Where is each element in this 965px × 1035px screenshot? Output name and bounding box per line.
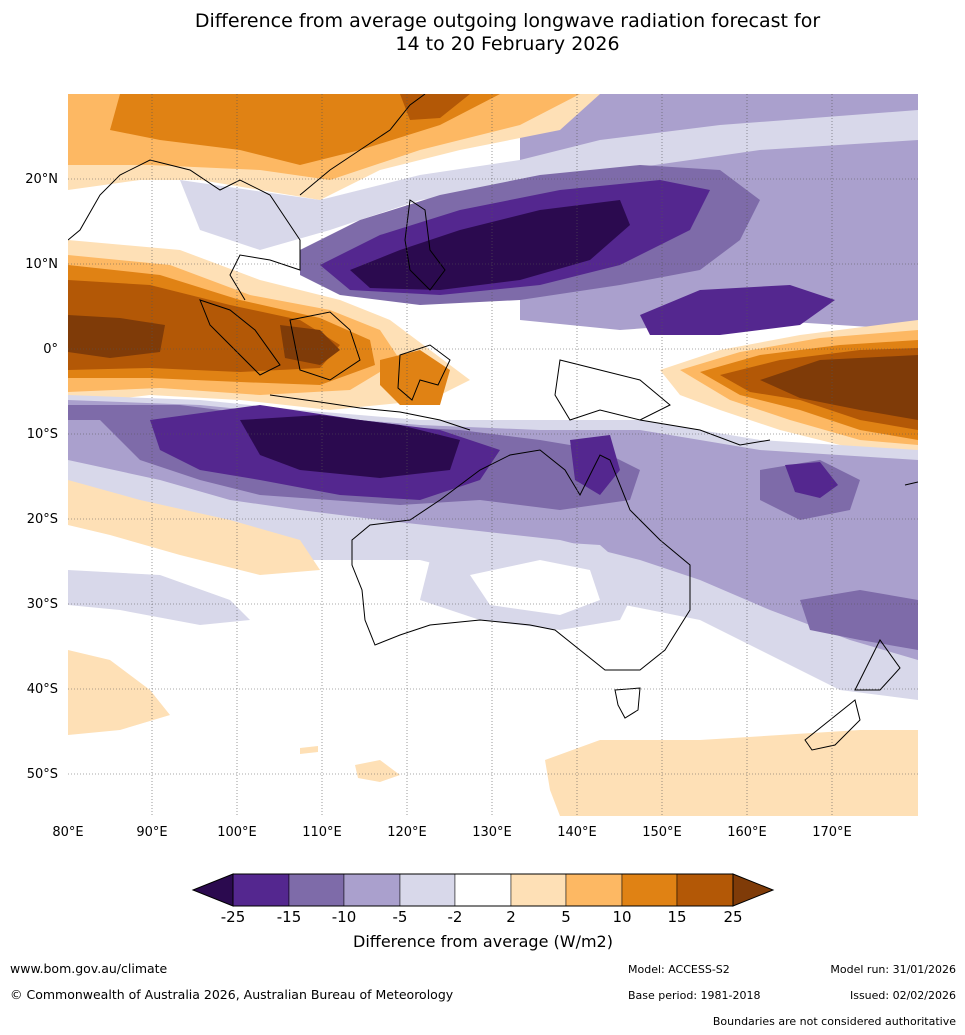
colorbar-bin bbox=[343, 873, 401, 907]
copyright-text: © Commonwealth of Australia 2026, Austra… bbox=[10, 987, 454, 1002]
model-run-date: Model run: 31/01/2026 bbox=[830, 963, 956, 976]
lat-label: 50°S bbox=[27, 767, 58, 782]
colorbar-bin bbox=[454, 873, 512, 907]
colorbar-min-extend bbox=[191, 873, 234, 907]
website-link[interactable]: www.bom.gov.au/climate bbox=[10, 961, 168, 976]
coastlines bbox=[68, 94, 918, 751]
colorbar-tick: -15 bbox=[277, 908, 302, 926]
colorbar-label: Difference from average (W/m2) bbox=[353, 932, 613, 951]
lon-label: 150°E bbox=[642, 825, 682, 840]
colorbar-bin bbox=[565, 873, 623, 907]
map-title: Difference from average outgoing longwav… bbox=[0, 10, 965, 56]
colorbar-tick: 5 bbox=[561, 908, 571, 926]
colorbar-bin bbox=[676, 873, 734, 907]
lon-label: 140°E bbox=[557, 825, 597, 840]
lon-label: 160°E bbox=[727, 825, 767, 840]
colorbar-bin bbox=[399, 873, 456, 907]
boundaries-disclaimer: Boundaries are not considered authoritat… bbox=[712, 1015, 956, 1028]
colorbar-bin bbox=[288, 873, 345, 907]
lat-label: 20°N bbox=[25, 172, 58, 187]
lat-label: 30°S bbox=[27, 597, 58, 612]
issued-date: Issued: 02/02/2026 bbox=[849, 989, 956, 1002]
lat-label: 10°N bbox=[25, 257, 58, 272]
lon-label: 100°E bbox=[217, 825, 257, 840]
colorbar-bin bbox=[232, 873, 290, 907]
colorbar-tick: -5 bbox=[393, 908, 408, 926]
colorbar-tick: 10 bbox=[612, 908, 631, 926]
colorbar-max-extend bbox=[732, 873, 775, 907]
lon-label: 130°E bbox=[472, 825, 512, 840]
lon-label: 90°E bbox=[136, 825, 167, 840]
colorbar-bin bbox=[621, 873, 678, 907]
graticule bbox=[68, 94, 918, 816]
lat-label: 40°S bbox=[27, 682, 58, 697]
title-line-2: 14 to 20 February 2026 bbox=[395, 33, 620, 55]
lat-label: 0° bbox=[43, 342, 58, 357]
colorbar-tick: 15 bbox=[667, 908, 686, 926]
title-line-1: Difference from average outgoing longwav… bbox=[194, 10, 821, 32]
lon-label: 110°E bbox=[302, 825, 342, 840]
lon-label: 170°E bbox=[812, 825, 852, 840]
anomaly-field bbox=[68, 94, 918, 816]
base-period: Base period: 1981-2018 bbox=[628, 989, 761, 1002]
colorbar-bin bbox=[510, 873, 567, 907]
colorbar-tick: -2 bbox=[448, 908, 463, 926]
lat-label: 20°S bbox=[27, 512, 58, 527]
colorbar-tick: 2 bbox=[506, 908, 516, 926]
lat-label: 10°S bbox=[27, 427, 58, 442]
colorbar-tick: 25 bbox=[723, 908, 742, 926]
colorbar bbox=[191, 873, 775, 907]
colorbar-tick: -25 bbox=[221, 908, 246, 926]
lon-label: 80°E bbox=[52, 825, 83, 840]
lon-label: 120°E bbox=[387, 825, 427, 840]
model-name: Model: ACCESS-S2 bbox=[628, 963, 730, 976]
colorbar-tick: -10 bbox=[332, 908, 357, 926]
